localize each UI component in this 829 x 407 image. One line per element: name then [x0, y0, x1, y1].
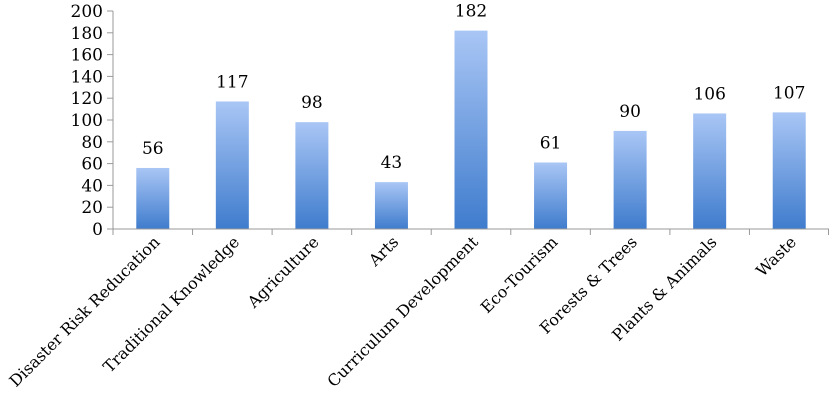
- y-tick-label: 120: [71, 89, 103, 109]
- y-tick-label: 0: [92, 220, 103, 240]
- y-tick-label: 100: [71, 111, 103, 131]
- data-labels: 56 117 98 43 182 61 90 106 107: [142, 2, 805, 174]
- y-tick-label: 160: [71, 46, 103, 66]
- data-label: 182: [455, 2, 487, 22]
- bars: [136, 30, 806, 230]
- y-tick-label: 60: [81, 155, 103, 175]
- data-label: 106: [693, 84, 725, 104]
- y-tick-label: 80: [81, 133, 103, 153]
- y-tick-label: 140: [71, 67, 103, 87]
- data-label: 56: [142, 139, 164, 159]
- x-tick-label: Eco-Tourism: [477, 232, 562, 317]
- data-label: 90: [619, 102, 641, 122]
- data-label: 98: [301, 93, 323, 113]
- y-tick-label: 180: [71, 24, 103, 44]
- bar: [295, 122, 329, 229]
- y-tick-label: 200: [71, 2, 103, 22]
- y-tick-label: 40: [81, 176, 103, 196]
- x-tick-label: Waste: [752, 232, 800, 280]
- data-label: 117: [216, 72, 248, 92]
- x-tick-label: Arts: [364, 232, 402, 270]
- bar: [136, 167, 170, 229]
- bar: [772, 112, 806, 229]
- data-label: 107: [773, 83, 805, 103]
- data-label: 43: [381, 153, 403, 173]
- x-tick-label: Traditional Knowledge: [99, 232, 243, 376]
- bar: [534, 162, 568, 229]
- bar: [613, 130, 647, 229]
- bar: [454, 30, 488, 230]
- y-tick-label: 20: [81, 198, 103, 218]
- x-tick-label: Agriculture: [243, 232, 323, 312]
- bar: [215, 101, 249, 229]
- x-tick-label: Curriculum Development: [323, 232, 482, 391]
- bar: [693, 113, 727, 229]
- data-label: 61: [540, 134, 562, 154]
- bar: [374, 182, 408, 229]
- x-tick-label: Disaster Risk Reducation: [5, 232, 163, 390]
